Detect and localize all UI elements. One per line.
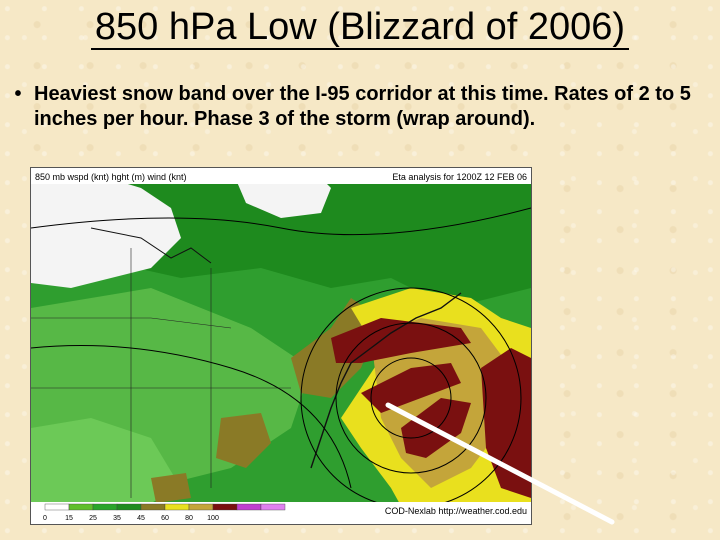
color-scale-label: 25: [89, 515, 97, 522]
pointer-line: [385, 402, 615, 525]
color-scale-labels: 0 15 25 35 45 60 80 100: [43, 515, 219, 522]
great-lakes-outline: [90, 227, 212, 264]
state-borders: [31, 248, 291, 498]
bullet-dot-icon: •: [14, 83, 22, 105]
slide-title-text: 850 hPa Low (Blizzard of 2006): [90, 6, 630, 50]
weather-map: 850 mb wspd (knt) hght (m) wind (knt) Et…: [30, 167, 532, 525]
color-scale-bar: [44, 503, 286, 511]
bullet-list: • Heaviest snow band over the I-95 corri…: [8, 82, 708, 132]
weather-map-svg: 850 mb wspd (knt) hght (m) wind (knt) Et…: [31, 168, 531, 524]
color-scale-label: 45: [137, 515, 145, 522]
map-header-bar: [31, 168, 531, 184]
color-scale-label: 100: [207, 515, 219, 522]
map-credit: COD-Nexlab http://weather.cod.edu: [385, 506, 527, 516]
color-scale-label: 0: [43, 515, 47, 522]
olive-region-south: [216, 413, 271, 468]
color-scale-swatch: [260, 503, 286, 511]
light-green-region-south: [31, 418, 181, 513]
max-wind-band-mid: [361, 363, 461, 413]
color-scale-label: 15: [65, 515, 73, 522]
olive-region-southwest: [151, 473, 191, 503]
color-scale-label: 60: [161, 515, 169, 522]
height-contours: [31, 207, 531, 509]
bullet-item: • Heaviest snow band over the I-95 corri…: [8, 82, 708, 132]
map-header-left: 850 mb wspd (knt) hght (m) wind (knt): [35, 172, 187, 182]
bullet-text: Heaviest snow band over the I-95 corrido…: [34, 83, 691, 130]
slide-title: 850 hPa Low (Blizzard of 2006): [0, 6, 720, 50]
color-scale-label: 80: [185, 515, 193, 522]
map-header-right: Eta analysis for 1200Z 12 FEB 06: [392, 172, 527, 182]
coastline: [310, 292, 462, 469]
color-scale-label: 35: [113, 515, 121, 522]
